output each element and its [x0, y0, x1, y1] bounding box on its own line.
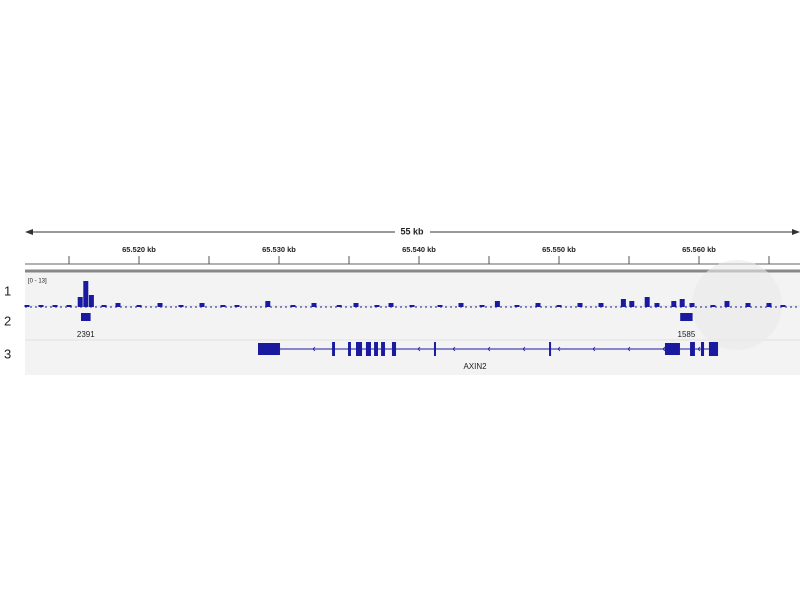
coverage-bar	[136, 305, 142, 307]
coverage-bar	[66, 305, 72, 307]
strand-arrow	[487, 346, 491, 352]
coverage-bar	[234, 305, 240, 307]
coverage-bar	[710, 305, 716, 307]
tick-label: 65.560 kb	[682, 245, 716, 254]
track-number: 3	[4, 346, 11, 361]
exon	[708, 342, 719, 356]
exon	[391, 342, 397, 356]
peak-label: 1585	[678, 330, 696, 339]
coverage-bar	[479, 305, 485, 307]
span-label: 55 kb	[400, 226, 424, 236]
strand-arrow	[417, 346, 421, 352]
gene-name: AXIN2	[463, 362, 487, 371]
peak-label: 2391	[77, 330, 95, 339]
exon	[258, 343, 280, 355]
coverage-bar	[38, 305, 44, 307]
coverage-bar	[409, 305, 415, 307]
coverage-bar	[311, 303, 317, 307]
coverage-bar	[290, 305, 296, 307]
tick-label: 65.520 kb	[122, 245, 156, 254]
coverage-bar	[654, 303, 660, 307]
strand-arrow	[557, 346, 561, 352]
exon	[700, 342, 705, 356]
exon	[381, 342, 385, 356]
coverage-bar	[24, 305, 30, 307]
coverage-bar	[671, 301, 677, 307]
peak	[81, 313, 91, 321]
coverage-bar	[83, 281, 89, 307]
coverage-bar	[629, 301, 635, 307]
coverage-bar	[689, 303, 695, 307]
exon	[690, 342, 695, 356]
peak	[680, 313, 693, 321]
coverage-bar	[199, 303, 205, 307]
coverage-bar	[88, 295, 94, 307]
coverage-bar	[265, 301, 271, 307]
exon	[332, 342, 335, 356]
coverage-bar	[766, 303, 772, 307]
strand-arrow	[662, 346, 666, 352]
coverage-bar	[336, 305, 342, 307]
strand-arrow	[627, 346, 631, 352]
tick-label: 65.530 kb	[262, 245, 296, 254]
strand-arrow	[312, 346, 316, 352]
coverage-bar	[514, 305, 520, 307]
exon	[664, 343, 680, 355]
coverage-bar	[52, 305, 58, 307]
range-label: [0 - 13]	[28, 279, 47, 285]
exon	[374, 342, 378, 356]
tick-label: 65.540 kb	[402, 245, 436, 254]
watermark	[692, 260, 782, 350]
exon	[433, 342, 436, 356]
coverage-bar	[535, 303, 541, 307]
coverage-bar	[724, 301, 730, 307]
coverage-bar	[556, 305, 562, 307]
coverage-bar	[458, 303, 464, 307]
coverage-bar	[388, 303, 394, 307]
track-number: 2	[4, 313, 11, 328]
coverage-bar	[598, 303, 604, 307]
coverage-bar	[494, 301, 500, 307]
coverage-bar	[644, 297, 650, 307]
coverage-bar	[178, 305, 184, 307]
coverage-bar	[374, 305, 380, 307]
track-number: 1	[4, 283, 11, 298]
coverage-bar	[577, 303, 583, 307]
coverage-bar	[679, 299, 685, 307]
coverage-bar	[780, 305, 786, 307]
track-panel	[25, 272, 800, 375]
tick-label: 65.550 kb	[542, 245, 576, 254]
strand-arrow	[697, 346, 701, 352]
coverage-bar	[745, 303, 751, 307]
coverage-bar	[101, 305, 107, 307]
coverage-bar	[620, 299, 626, 307]
strand-arrow	[452, 346, 456, 352]
exon	[356, 342, 363, 356]
coverage-bar	[353, 303, 359, 307]
exon	[549, 342, 552, 356]
coverage-bar	[77, 297, 83, 307]
coverage-bar	[220, 305, 226, 307]
strand-arrow	[592, 346, 596, 352]
coverage-bar	[115, 303, 121, 307]
exon	[348, 342, 351, 356]
coverage-bar	[157, 303, 163, 307]
exon	[365, 342, 371, 356]
strand-arrow	[522, 346, 526, 352]
coverage-bar	[437, 305, 443, 307]
